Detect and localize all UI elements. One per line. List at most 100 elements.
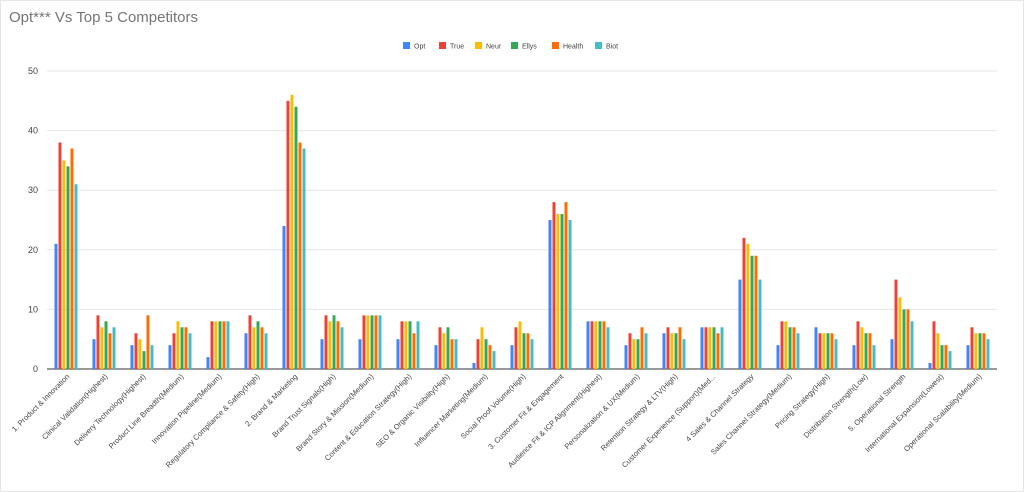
legend-label: Neur [486,44,502,51]
bar-health-12 [526,333,530,369]
bar-ellys-9 [408,321,412,369]
bar-true-5 [248,315,252,369]
bar-biot-21 [872,345,876,369]
bar-ellys-17 [712,327,716,369]
bar-true-21 [856,321,860,369]
bar-true-8 [362,315,366,369]
gridlines [47,70,997,370]
bar-ellys-19 [788,327,792,369]
bar-true-6 [286,100,290,370]
bar-biot-19 [796,333,800,369]
bar-health-22 [906,309,910,369]
x-tick-label: Social Proof Volume(High) [459,372,528,441]
legend-item-opt[interactable]: Opt [403,42,425,51]
bar-biot-11 [492,351,496,369]
legend-item-ellys[interactable]: Ellys [511,42,537,51]
bar-biot-1 [112,327,116,369]
bars [54,94,990,370]
bar-true-20 [818,333,822,369]
bar-health-14 [602,321,606,369]
y-tick-label: 0 [33,364,38,374]
y-tick-label: 10 [28,304,38,314]
bar-biot-8 [378,315,382,369]
y-tick-label: 30 [28,185,38,195]
x-tick-label: Innovation Pipeline(Medium) [150,372,224,446]
bar-biot-0 [74,184,78,369]
bar-opt-2 [130,345,134,369]
x-tick-label: Clinical Validation(Highest) [40,372,110,442]
bar-opt-12 [510,345,514,369]
bar-neur-8 [366,315,370,369]
bar-true-23 [932,321,936,369]
bar-neur-5 [252,327,256,369]
bar-true-17 [704,327,708,369]
x-tick-label: Personalization & UX(Medium) [563,372,642,451]
bar-opt-0 [54,243,58,369]
bar-biot-10 [454,339,458,369]
bar-neur-24 [974,333,978,369]
bar-opt-21 [852,345,856,369]
bar-neur-16 [670,333,674,369]
bar-health-23 [944,345,948,369]
bar-biot-6 [302,148,306,369]
bar-neur-18 [746,243,750,369]
bar-ellys-12 [522,333,526,369]
legend-item-true[interactable]: True [439,42,464,51]
legend-item-biot[interactable]: Biot [595,42,618,51]
bar-true-3 [172,333,176,369]
bar-ellys-22 [902,309,906,369]
x-tick-label: 3. Customer Fit & Engagement [486,371,566,451]
bar-true-1 [96,315,100,369]
legend-label: Ellys [522,44,537,51]
bar-true-10 [438,327,442,369]
bar-true-11 [476,339,480,369]
bar-health-4 [222,321,226,369]
bar-opt-17 [700,327,704,369]
legend-item-neur[interactable]: Neur [475,42,502,51]
bar-neur-15 [632,339,636,369]
bar-biot-15 [644,333,648,369]
bar-neur-20 [822,333,826,369]
bar-opt-3 [168,345,172,369]
bar-opt-8 [358,339,362,369]
bar-opt-14 [586,321,590,369]
bar-health-20 [830,333,834,369]
bar-biot-2 [150,345,154,369]
bar-ellys-4 [218,321,222,369]
legend-swatch [511,42,518,49]
bar-ellys-14 [598,321,602,369]
bar-true-12 [514,327,518,369]
bar-opt-10 [434,345,438,369]
x-tick-label: Brand Trust Signals(High) [270,372,337,439]
bar-opt-1 [92,339,96,369]
legend-label: Biot [606,44,618,51]
legend-swatch [595,42,602,49]
bar-ellys-10 [446,327,450,369]
bar-neur-17 [708,327,712,369]
bar-true-18 [742,237,746,369]
y-axis: 0 10 20 30 40 50 [28,66,38,374]
bar-neur-19 [784,321,788,369]
bar-opt-23 [928,363,932,369]
bar-health-8 [374,315,378,369]
bar-ellys-3 [180,327,184,369]
bar-opt-15 [624,345,628,369]
bar-ellys-7 [332,315,336,369]
legend-swatch [439,42,446,49]
bar-health-5 [260,327,264,369]
bar-ellys-2 [142,351,146,369]
bar-true-22 [894,279,898,369]
bar-opt-19 [776,345,780,369]
bar-true-14 [590,321,594,369]
bar-health-9 [412,333,416,369]
bar-ellys-6 [294,106,298,369]
bar-health-2 [146,315,150,369]
bar-biot-17 [720,327,724,369]
bar-health-3 [184,327,188,369]
legend-item-health[interactable]: Health [552,42,583,51]
bar-biot-7 [340,327,344,369]
bar-ellys-1 [104,321,108,369]
bar-health-13 [564,202,568,369]
